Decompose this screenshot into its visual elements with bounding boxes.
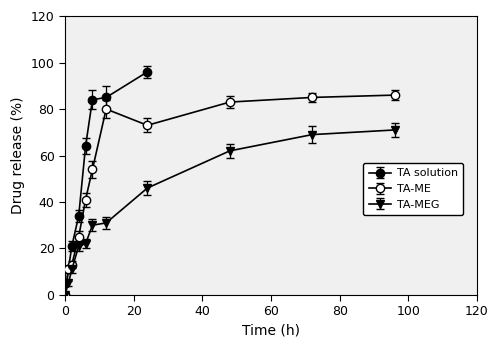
- Legend: TA solution, TA-ME, TA-MEG: TA solution, TA-ME, TA-MEG: [363, 163, 463, 215]
- Y-axis label: Drug release (%): Drug release (%): [11, 97, 25, 214]
- X-axis label: Time (h): Time (h): [242, 324, 300, 338]
